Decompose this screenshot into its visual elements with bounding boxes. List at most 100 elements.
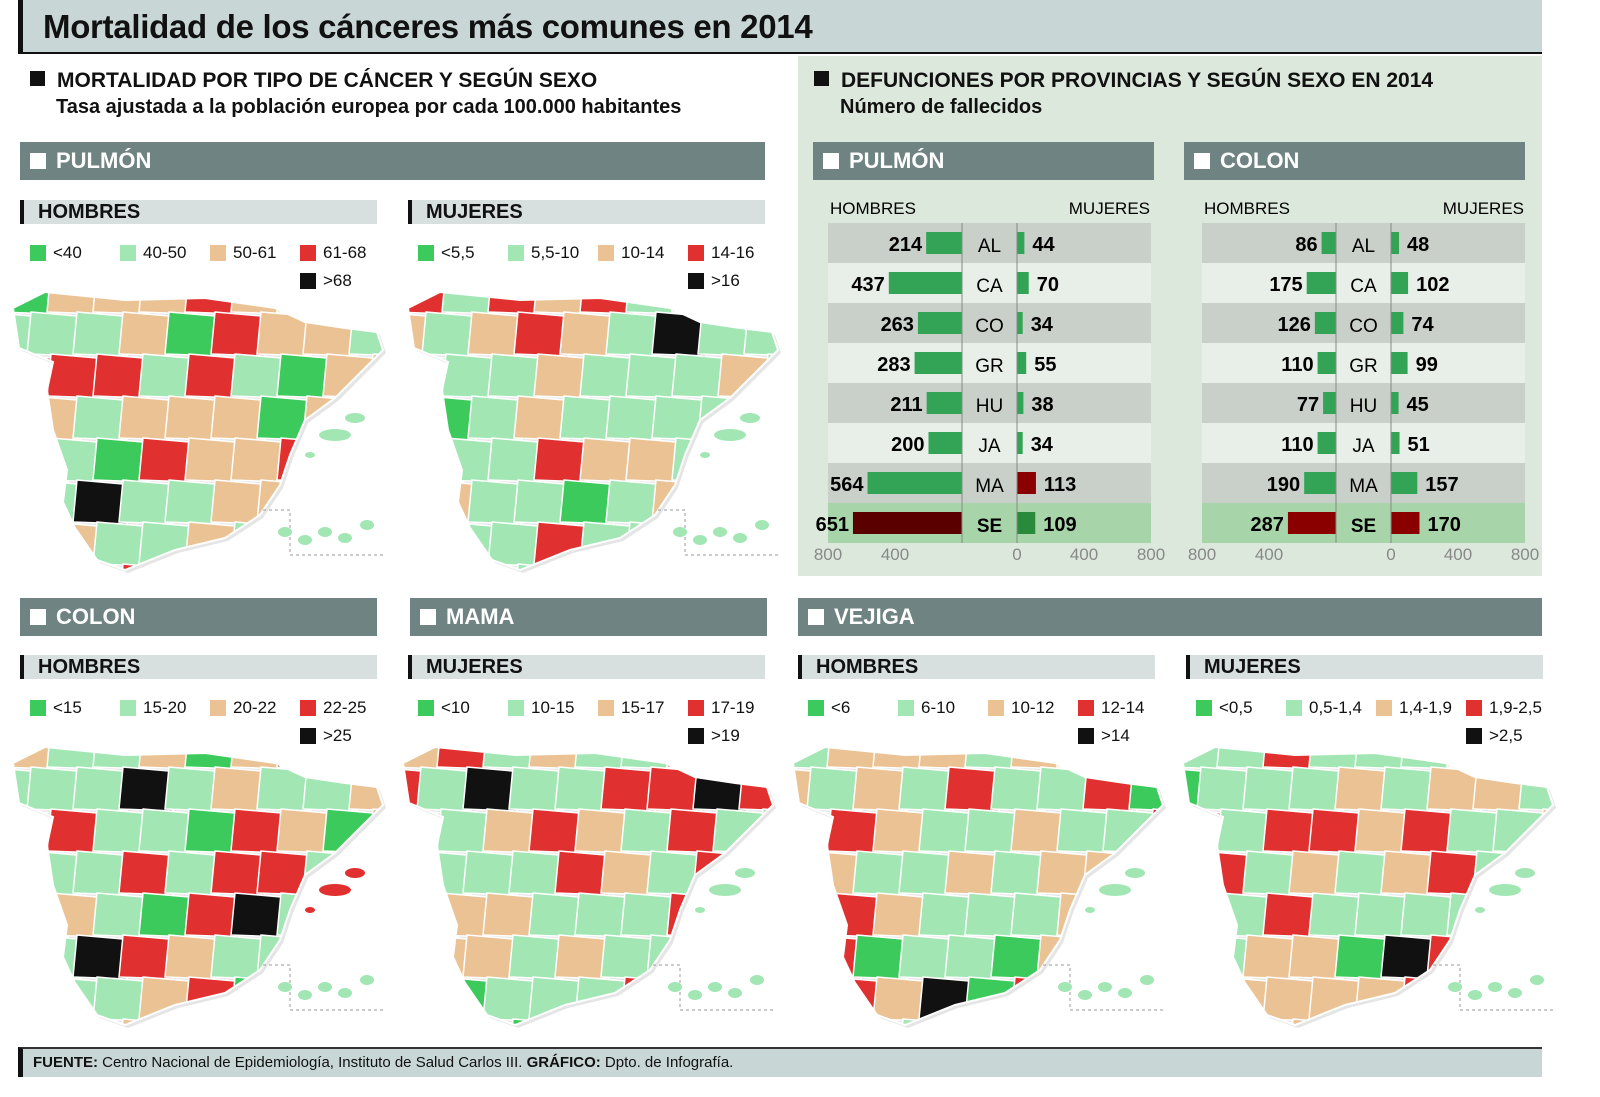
canary-island [1488,982,1502,992]
province [646,1018,702,1025]
province [758,747,773,770]
canary-island [318,982,332,992]
balearic-island [1085,907,1095,913]
bar-hombres [1304,472,1336,494]
province [1183,850,1206,896]
tick-label: 400 [1444,545,1472,564]
left-axis-label: HOMBRES [1204,199,1290,218]
value-mujeres: 157 [1425,474,1458,496]
legend-swatch [30,700,46,716]
legend-item: 12-14 [1078,698,1144,718]
balearic-island [695,907,705,913]
value-hombres: 263 [881,314,914,336]
legend-swatch [898,700,914,716]
bar-hombres [926,392,962,414]
page-title: Mortalidad de los cánceres más comunes e… [43,8,813,45]
canary-island [360,520,374,530]
bar-mujeres [1391,312,1404,334]
province-code: MA [1349,476,1378,497]
balearic-island [345,868,365,878]
province [13,892,56,938]
map-legend: <6 6-10 10-12 12-14 >14 [808,698,1168,748]
province [1492,747,1548,770]
legend-swatch [1078,728,1094,744]
legend-item: >68 [300,271,352,291]
bar-mujeres [1391,352,1408,374]
legend-swatch [1196,700,1212,716]
canary-island [1078,990,1092,1000]
province [368,892,383,938]
province [692,934,748,980]
footer: FUENTE: Centro Nacional de Epidemiología… [18,1047,1542,1077]
legend-swatch [1466,700,1482,716]
value-hombres: 190 [1267,474,1300,496]
province [403,1018,426,1025]
canary-island [1098,982,1112,992]
province [1082,934,1138,980]
value-hombres: 86 [1295,234,1317,256]
choropleth-map [406,290,781,573]
legend-label: >2,5 [1489,726,1523,745]
province [13,934,36,980]
province-code: CO [975,316,1004,337]
province [1518,1018,1553,1025]
canary-island [1058,982,1072,992]
value-hombres: 211 [890,394,922,416]
bar-hombres [1306,272,1336,294]
value-mujeres: 74 [1411,314,1434,336]
legend-label: 22-25 [323,698,367,717]
province [600,1018,656,1025]
province [1446,747,1502,770]
legend-label: 10-15 [531,698,575,717]
legend-swatch [1466,728,1482,744]
legend-label: <40 [53,243,82,262]
bar-mujeres [1391,232,1400,254]
choropleth-map [11,290,386,573]
legend-label: 0,5-1,4 [1309,698,1362,717]
bar-hombres [888,272,962,294]
row-background [828,383,1151,423]
province [1102,808,1158,854]
province [1183,1018,1206,1025]
province [738,934,773,980]
province [1492,808,1548,854]
province [1426,1018,1482,1025]
legend-label: 15-17 [621,698,665,717]
province [1128,1018,1163,1025]
balearic-island [319,884,351,896]
canary-island [318,527,332,537]
value-hombres: 110 [1281,354,1313,376]
province [138,976,194,1022]
right-axis-label: MUJERES [1069,199,1150,218]
balearic-island [1489,884,1521,896]
province-code: AL [978,236,1001,257]
legend-item: >2,5 [1466,726,1523,746]
canary-island [1118,988,1132,998]
subheader-hombres: HOMBRES [20,655,377,679]
legend-item: 17-19 [688,698,754,718]
province-code: HU [1350,396,1377,417]
legend-swatch [210,245,226,261]
province [1128,934,1163,980]
province [1492,892,1548,938]
legend-item: <40 [30,243,82,263]
value-hombres: 283 [877,354,910,376]
province [1082,1018,1138,1025]
legend-label: 61-68 [323,243,367,262]
value-hombres: 77 [1297,394,1319,416]
value-mujeres: 38 [1031,394,1053,416]
right-axis-label: MUJERES [1443,199,1524,218]
row-background [1202,263,1525,303]
canary-island [713,527,727,537]
province [1148,976,1163,1022]
canary-island [1468,990,1482,1000]
province [1308,976,1364,1022]
value-mujeres: 48 [1407,234,1429,256]
province [436,976,492,1022]
legend-label: 12-14 [1101,698,1145,717]
row-background [1202,463,1525,503]
legend-label: 6-10 [921,698,956,717]
balearic-island [735,868,755,878]
band-pulmon-deaths: PULMÓN [813,142,1154,180]
province [758,892,773,938]
